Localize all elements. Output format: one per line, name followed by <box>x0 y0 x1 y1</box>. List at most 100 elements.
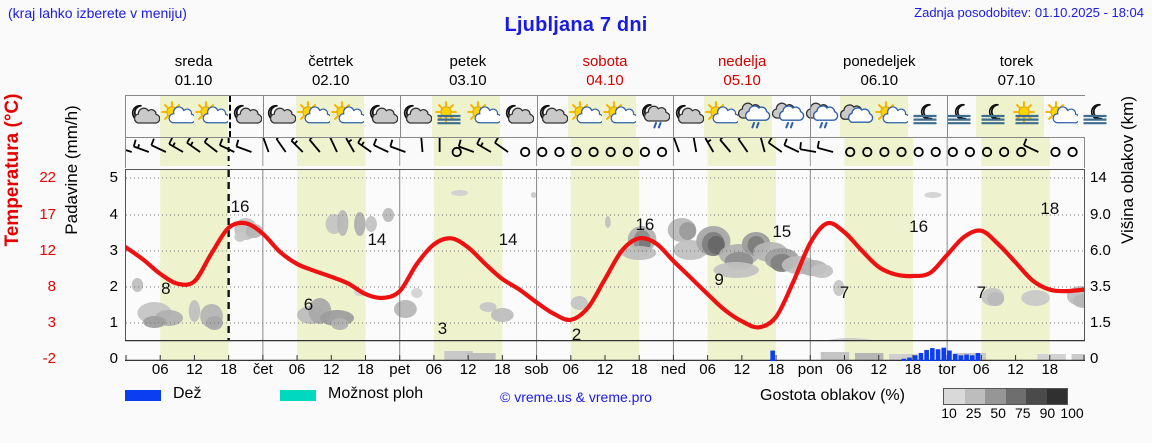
weather-icon-sun-cloud <box>330 96 364 137</box>
temp-tick: -2 <box>42 350 56 367</box>
weather-icon-moon-cloud <box>398 96 432 137</box>
weather-icon-moon-cloud <box>126 96 160 137</box>
cloud-density-legend-title: Gostota oblakov (%) <box>760 387 905 404</box>
day-date: 03.10 <box>449 72 487 89</box>
page-title: Ljubljana 7 dni <box>504 14 648 36</box>
legend: Dež Možnost ploh © vreme.us & vreme.pro … <box>125 385 1145 425</box>
cloud-density-tick: 75 <box>1015 405 1031 421</box>
weather-icon-cloud <box>840 96 874 137</box>
weather-icon-sun-fog <box>1010 96 1044 137</box>
weather-icon-moon-cloud <box>670 96 704 137</box>
x-tick-label: 12 <box>1007 361 1024 378</box>
day-separator <box>810 96 812 137</box>
day-separator <box>947 96 949 137</box>
cloud-density-step-90 <box>1026 389 1047 404</box>
day-name: nedelja <box>717 53 767 70</box>
svg-text:7: 7 <box>840 283 849 302</box>
day-separator <box>536 96 538 137</box>
svg-text:9: 9 <box>714 270 723 289</box>
shower-legend-label: Možnost ploh <box>328 385 424 402</box>
svg-text:16: 16 <box>231 197 250 216</box>
cloud-tick: 3.5 <box>1090 278 1111 295</box>
day-separator <box>399 96 401 137</box>
cloud-density-tick: 25 <box>965 405 982 421</box>
day-header-četrtek: četrtek 02.10 <box>262 52 399 92</box>
cloud-density-step-10 <box>944 389 965 404</box>
x-tick-label: pon <box>797 361 823 378</box>
day-date: 07.10 <box>997 72 1036 89</box>
x-tick-label: 18 <box>357 361 374 378</box>
weather-icon-moon-cloud <box>500 96 534 137</box>
day-name: sreda <box>174 53 213 70</box>
rain-legend-swatch <box>125 390 161 401</box>
precipitation-axis-label: Padavine (mm/h) <box>62 105 81 235</box>
cloud-density-step-75 <box>1005 389 1026 404</box>
weather-icon-sun-cloud <box>160 96 194 137</box>
day-header-sobota: sobota 04.10 <box>536 52 673 92</box>
cloud-density-colorbar-ticks: 10 25 50 75 90 100 <box>937 405 1083 423</box>
weather-icon-moon-fog <box>908 96 942 137</box>
x-tick-label: 18 <box>767 361 785 378</box>
day-header-torek: torek 07.10 <box>948 52 1085 92</box>
x-tick-label: pet <box>389 361 411 378</box>
day-date: 06.10 <box>860 72 899 89</box>
weather-icon-moon-cloud <box>262 96 296 137</box>
x-tick-label: sob <box>524 361 549 378</box>
svg-text:7: 7 <box>977 283 986 302</box>
day-date: 01.10 <box>174 72 213 89</box>
x-tick-label: 12 <box>596 361 614 378</box>
cloud-density-step-50 <box>985 389 1006 404</box>
precip-tick: 1 <box>109 314 118 331</box>
cloud-tick: 0 <box>1090 350 1099 367</box>
x-tick-label: 12 <box>186 361 203 378</box>
cloud-tick: 6.0 <box>1090 242 1111 259</box>
day-name: petek <box>449 53 487 70</box>
day-name: četrtek <box>308 53 354 70</box>
last-updated: Zadnja posodobitev: 01.10.2025 - 18:04 <box>914 5 1144 20</box>
cloud-tick: 14 <box>1090 169 1107 186</box>
day-header-petek: petek 03.10 <box>399 52 536 92</box>
weather-icon-sun-cloud <box>296 96 330 137</box>
svg-text:8: 8 <box>161 279 170 298</box>
day-separator <box>262 96 264 137</box>
precipitation-axis-title: Padavine (mm/h) <box>62 105 86 370</box>
svg-text:2: 2 <box>572 325 581 344</box>
x-tick-label: 06 <box>562 361 580 378</box>
svg-text:15: 15 <box>772 222 791 241</box>
weather-icon-sun-cloud <box>568 96 602 137</box>
cloud-density-tick: 50 <box>990 405 1006 421</box>
x-tick-label: 18 <box>630 361 648 378</box>
weather-icon-moon-cloud <box>364 96 398 137</box>
cloud-density-step-25 <box>964 389 985 404</box>
temp-tick: 8 <box>47 278 56 295</box>
x-tick-label: 06 <box>151 361 169 378</box>
wind-barb-strip <box>115 133 1085 168</box>
weather-icon-moon-fog <box>976 96 1010 137</box>
weather-icon-sun-fog <box>432 96 466 137</box>
cloud-height-axis-label: Višina oblakov (km) <box>1118 95 1137 245</box>
svg-text:16: 16 <box>635 215 654 234</box>
day-name: torek <box>999 53 1034 70</box>
cloud-tick: 1.5 <box>1090 314 1111 331</box>
x-tick-label: 06 <box>699 361 716 378</box>
copyright-link[interactable]: © vreme.us & vreme.pro <box>500 389 652 405</box>
x-tick-label: 12 <box>733 361 751 378</box>
x-tick-label: 18 <box>904 361 922 378</box>
x-tick-label: čet <box>252 361 273 378</box>
svg-text:14: 14 <box>367 230 386 249</box>
day-date: 04.10 <box>586 72 624 89</box>
weather-icon-moon-fog <box>1078 96 1112 137</box>
precip-tick: 5 <box>109 169 118 186</box>
day-date: 02.10 <box>311 72 350 89</box>
weather-icon-sun-cloud <box>602 96 636 137</box>
precipitation-band <box>125 339 1101 362</box>
x-tick-label: 18 <box>1041 361 1059 378</box>
cloud-density-tick: 100 <box>1060 405 1084 421</box>
temp-tick: 12 <box>39 242 56 259</box>
day-date: 05.10 <box>723 72 761 89</box>
svg-text:18: 18 <box>1040 199 1059 218</box>
weather-icon-moon-cloud <box>228 96 262 137</box>
weather-icon-sun-cloud <box>466 96 500 137</box>
rain-legend-label: Dež <box>173 385 202 402</box>
x-axis-tick-labels: 06 12 18 čet 06 12 18 pet 06 12 18 sob 06 12 18 ned 06 12… <box>125 361 1085 381</box>
